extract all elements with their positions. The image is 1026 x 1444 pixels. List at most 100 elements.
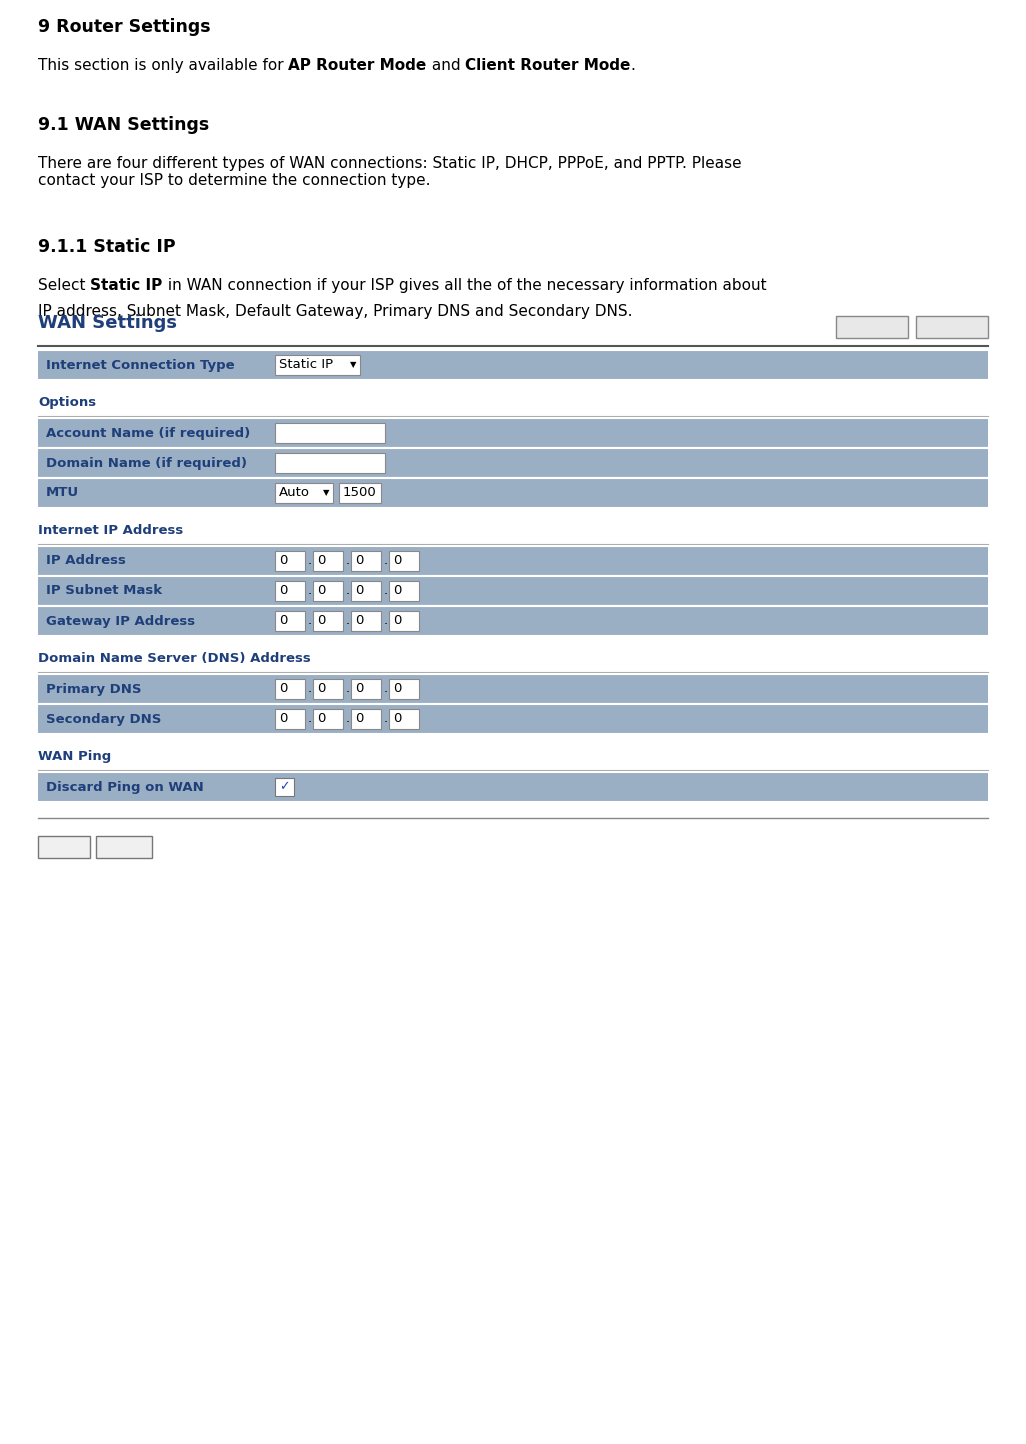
Text: .: . — [346, 712, 350, 725]
Text: .: . — [631, 58, 635, 74]
Text: .: . — [346, 615, 350, 628]
Text: .: . — [384, 683, 388, 696]
Text: 0: 0 — [355, 712, 363, 725]
Text: 0: 0 — [279, 554, 287, 567]
Bar — [38, 705, 988, 734]
Text: .: . — [384, 585, 388, 598]
Text: MTU: MTU — [46, 487, 79, 500]
Bar — [351, 580, 381, 601]
Text: Auto: Auto — [279, 487, 310, 500]
Text: Client Router Mode: Client Router Mode — [465, 58, 631, 74]
Text: Discard Ping on WAN: Discard Ping on WAN — [46, 781, 204, 794]
Text: 0: 0 — [317, 615, 325, 628]
Text: .: . — [308, 615, 312, 628]
Bar — [275, 355, 360, 375]
Bar — [389, 611, 419, 631]
Bar — [313, 550, 343, 572]
Bar — [389, 709, 419, 729]
Bar — [38, 448, 988, 478]
Bar — [351, 550, 381, 572]
Text: 0: 0 — [393, 554, 401, 567]
Text: .: . — [384, 615, 388, 628]
Text: Secondary DNS: Secondary DNS — [46, 712, 161, 725]
Bar — [275, 453, 385, 474]
Text: .: . — [308, 585, 312, 598]
Bar — [339, 482, 381, 503]
Text: 0: 0 — [393, 615, 401, 628]
Text: Internet Connection Type: Internet Connection Type — [46, 358, 235, 371]
Bar — [275, 423, 385, 443]
Bar — [38, 674, 988, 705]
Text: There are four different types of WAN connections: Static IP, DHCP, PPPoE, and P: There are four different types of WAN co… — [38, 156, 742, 188]
Bar — [38, 606, 988, 635]
Text: 9 Router Settings: 9 Router Settings — [38, 17, 210, 36]
Text: .: . — [346, 585, 350, 598]
Text: 0: 0 — [279, 585, 287, 598]
Bar — [389, 679, 419, 699]
Text: 0: 0 — [393, 683, 401, 696]
Text: Options: Options — [38, 396, 96, 409]
Text: ✓: ✓ — [279, 781, 289, 794]
Bar — [351, 709, 381, 729]
Text: .: . — [308, 712, 312, 725]
Text: 9.1 WAN Settings: 9.1 WAN Settings — [38, 116, 209, 134]
Text: in WAN connection if your ISP gives all the of the necessary information about: in WAN connection if your ISP gives all … — [163, 279, 766, 293]
Text: This section is only available for: This section is only available for — [38, 58, 288, 74]
Bar — [275, 709, 305, 729]
Text: WAN Ping: WAN Ping — [38, 749, 111, 762]
Text: 9.1.1 Static IP: 9.1.1 Static IP — [38, 238, 175, 256]
Text: 0: 0 — [355, 615, 363, 628]
Text: Account Name (if required): Account Name (if required) — [46, 426, 250, 439]
Bar — [38, 576, 988, 606]
Text: 0: 0 — [355, 585, 363, 598]
Text: 0: 0 — [279, 615, 287, 628]
Text: .: . — [384, 554, 388, 567]
Bar — [275, 778, 293, 796]
Bar — [916, 316, 988, 338]
Text: Internet IP Address: Internet IP Address — [38, 524, 184, 537]
Text: 0: 0 — [355, 683, 363, 696]
Bar — [275, 482, 333, 503]
Bar — [389, 580, 419, 601]
Text: Cancel: Cancel — [103, 840, 146, 853]
Bar — [351, 679, 381, 699]
Text: 0: 0 — [355, 554, 363, 567]
Text: Static IP: Static IP — [90, 279, 163, 293]
Text: 0: 0 — [279, 683, 287, 696]
Bar — [38, 417, 988, 448]
Bar — [313, 580, 343, 601]
Bar — [38, 349, 988, 380]
Text: AP Router Mode: AP Router Mode — [288, 58, 427, 74]
Text: .: . — [384, 712, 388, 725]
Bar — [313, 611, 343, 631]
Bar — [38, 546, 988, 576]
Text: .: . — [308, 683, 312, 696]
Bar — [313, 709, 343, 729]
Bar — [836, 316, 908, 338]
Text: 0: 0 — [317, 712, 325, 725]
Text: Home: Home — [854, 321, 891, 334]
Bar — [275, 679, 305, 699]
Bar — [96, 836, 152, 858]
Bar — [275, 580, 305, 601]
Text: 0: 0 — [393, 712, 401, 725]
Text: 0: 0 — [317, 683, 325, 696]
Text: IP Subnet Mask: IP Subnet Mask — [46, 585, 162, 598]
Bar — [275, 611, 305, 631]
Text: Domain Name (if required): Domain Name (if required) — [46, 456, 247, 469]
Text: 1500: 1500 — [343, 487, 377, 500]
Bar — [275, 550, 305, 572]
Text: ▼: ▼ — [323, 488, 329, 498]
Bar — [389, 550, 419, 572]
Text: .: . — [308, 554, 312, 567]
Text: Primary DNS: Primary DNS — [46, 683, 142, 696]
Text: Apply: Apply — [46, 840, 81, 853]
Text: Gateway IP Address: Gateway IP Address — [46, 615, 195, 628]
Bar — [38, 836, 90, 858]
Text: .: . — [346, 554, 350, 567]
Bar — [38, 773, 988, 801]
Text: 0: 0 — [279, 712, 287, 725]
Text: Reset: Reset — [935, 321, 970, 334]
Text: Domain Name Server (DNS) Address: Domain Name Server (DNS) Address — [38, 653, 311, 666]
Text: IP address, Subnet Mask, Default Gateway, Primary DNS and Secondary DNS.: IP address, Subnet Mask, Default Gateway… — [38, 305, 632, 319]
